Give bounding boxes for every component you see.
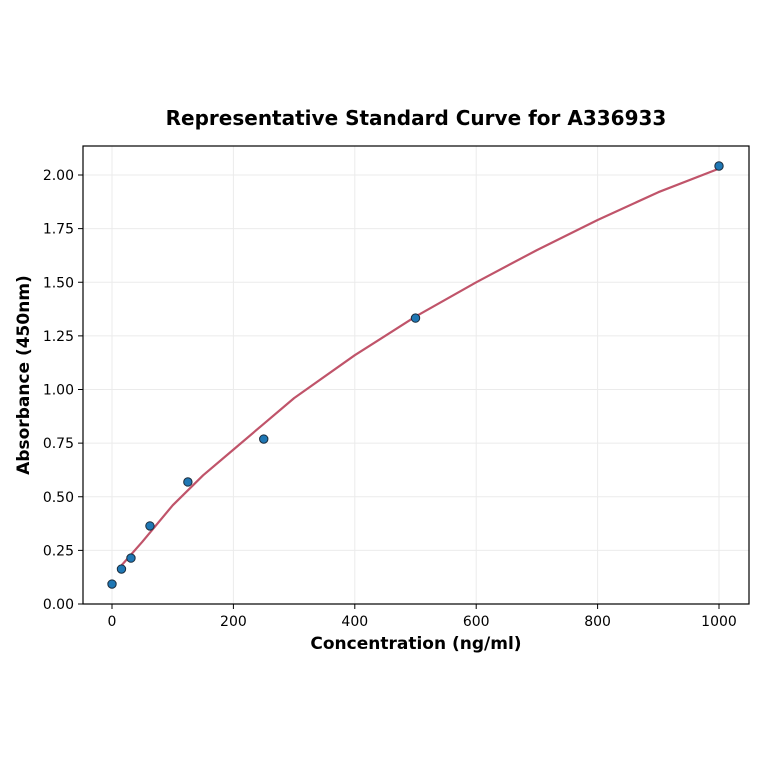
- chart-title: Representative Standard Curve for A33693…: [166, 106, 667, 130]
- data-point: [183, 477, 193, 487]
- data-point: [107, 579, 117, 589]
- y-tick-label: 1.75: [43, 222, 74, 238]
- data-point: [145, 521, 155, 531]
- y-tick-label: 1.00: [43, 383, 74, 399]
- y-tick-label: 2.00: [43, 168, 74, 184]
- y-axis-label: Absorbance (450nm): [14, 275, 34, 475]
- x-axis-label: Concentration (ng/ml): [310, 634, 521, 654]
- data-point: [714, 161, 724, 171]
- y-tick-label: 0.50: [43, 490, 74, 506]
- data-points: [107, 161, 724, 589]
- plot-frame: [82, 145, 750, 605]
- y-axis-ticks: 0.00 0.25 0.50 0.75 1.00 1.25 1.50 1.75 2.00: [43, 168, 83, 613]
- fit-curve-group: [120, 167, 720, 567]
- x-tick-label: 400: [341, 614, 368, 630]
- x-tick-label: 200: [220, 614, 247, 630]
- data-point: [116, 564, 127, 574]
- x-tick-label: 800: [584, 614, 611, 630]
- data-point: [126, 553, 136, 563]
- x-axis-ticks: 0 200 400 600 800 1000: [108, 604, 737, 630]
- y-tick-label: 0.75: [43, 436, 74, 452]
- fit-curve: [120, 167, 720, 567]
- x-tick-label: 0: [108, 614, 117, 630]
- data-point: [259, 434, 269, 444]
- grid: [83, 146, 749, 605]
- y-tick-label: 1.25: [43, 329, 74, 345]
- y-tick-label: 1.50: [43, 275, 74, 291]
- x-tick-label: 1000: [701, 614, 737, 630]
- y-tick-label: 0.25: [43, 543, 74, 559]
- y-tick-label: 0.00: [43, 597, 74, 613]
- x-tick-label: 600: [463, 614, 490, 630]
- data-point: [410, 313, 421, 323]
